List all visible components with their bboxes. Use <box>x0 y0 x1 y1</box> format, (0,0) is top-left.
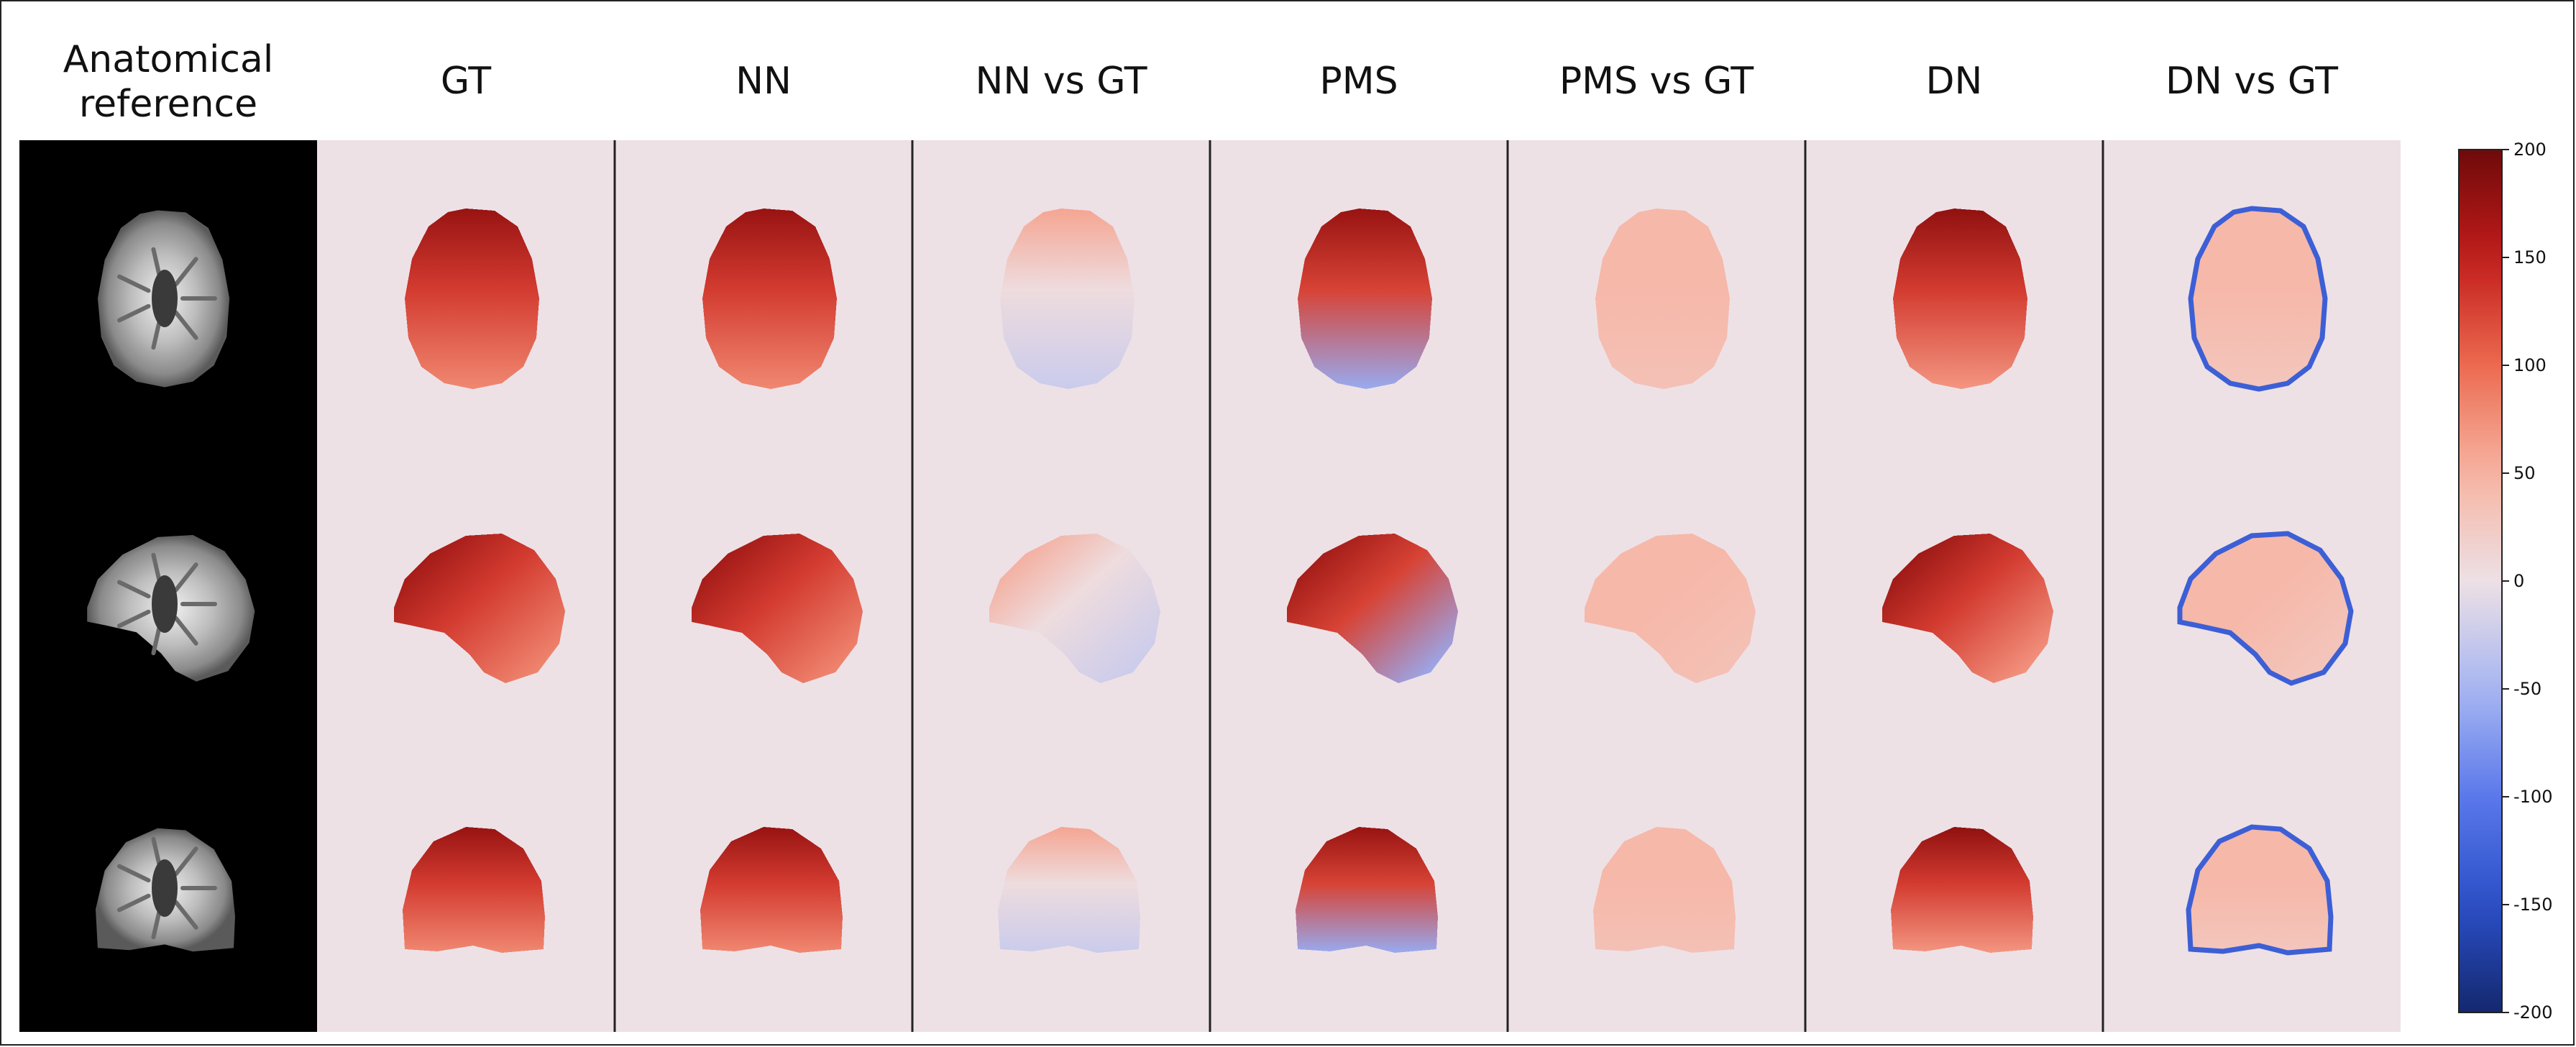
colorbar-tick-label: -200 <box>2513 1002 2553 1023</box>
brain-map-axial <box>702 209 837 389</box>
column-title-dn: DN <box>1925 60 1983 103</box>
brain-map-sagittal <box>692 534 863 683</box>
anatomical-sulcus <box>116 580 151 599</box>
brain-map-axial <box>1298 209 1432 389</box>
brain-map-sagittal <box>1585 534 1756 683</box>
colorbar <box>2458 149 2509 1013</box>
brain-map-coronal <box>700 827 843 953</box>
brain-map-sagittal <box>1882 534 2053 683</box>
anatomical-ventricle <box>152 575 178 633</box>
column-title-anatomical: Anatomical reference <box>63 38 274 126</box>
colorbar-tick-label: -100 <box>2513 787 2553 807</box>
column-title-nn-vs-gt: NN vs GT <box>975 60 1147 103</box>
column-title-pms: PMS <box>1319 60 1398 103</box>
column-title-dn-vs-gt: DN vs GT <box>2165 60 2339 103</box>
brain-map-coronal <box>2188 827 2331 953</box>
brain-map-sagittal <box>1287 534 1458 683</box>
colorbar-tick-label: -50 <box>2513 679 2542 699</box>
image-panels <box>19 140 2401 1032</box>
anatomical-sulcus <box>173 257 198 287</box>
anatomical-sulcus <box>173 310 198 340</box>
anatomical-sulcus <box>116 303 151 323</box>
colorbar-tick-label: 150 <box>2513 247 2547 268</box>
brain-map-axial <box>1595 209 1730 389</box>
brain-map-sagittal <box>989 534 1160 683</box>
anatomical-sulcus <box>116 609 151 628</box>
anatomical-ventricle <box>152 270 178 327</box>
brain-map-sagittal <box>2180 534 2351 683</box>
column-title-gt: GT <box>440 60 492 103</box>
brain-map-coronal <box>1296 827 1438 953</box>
column-title-nn: NN <box>735 60 792 103</box>
brain-map-axial <box>405 209 539 389</box>
colorbar-tick-label: 0 <box>2513 571 2525 591</box>
colorbar-bar <box>2458 149 2503 1013</box>
brain-map-axial <box>1000 209 1135 389</box>
anatomical-sulcus <box>173 616 198 646</box>
anatomical-sulcus <box>173 900 198 930</box>
anatomical-sulcus <box>116 274 151 293</box>
brain-map-coronal <box>1891 827 2033 953</box>
anatomical-sulcus <box>173 562 198 593</box>
brain-map-coronal <box>1593 827 1736 953</box>
brain-map-axial <box>1893 209 2027 389</box>
brain-rim-sagittal <box>2177 531 2354 686</box>
column-title-pms-vs-gt: PMS vs GT <box>1559 60 1754 103</box>
brain-rim-coronal <box>2186 824 2334 956</box>
colorbar-tick-label: 100 <box>2513 355 2547 375</box>
colorbar-tick-label: 200 <box>2513 140 2547 160</box>
anatomical-sulcus <box>116 864 151 883</box>
anatomical-sulcus <box>116 893 151 913</box>
brain-map-sagittal <box>394 534 565 683</box>
brain-map-coronal <box>998 827 1140 953</box>
brain-rim-axial <box>2188 206 2328 392</box>
brain-map-axial <box>2191 209 2325 389</box>
anatomical-ventricle <box>152 859 178 917</box>
colorbar-tick-label: 50 <box>2513 463 2536 483</box>
colorbar-tick-label: -150 <box>2513 895 2553 915</box>
anatomical-sulcus <box>173 846 198 877</box>
brain-map-coronal <box>403 827 545 953</box>
